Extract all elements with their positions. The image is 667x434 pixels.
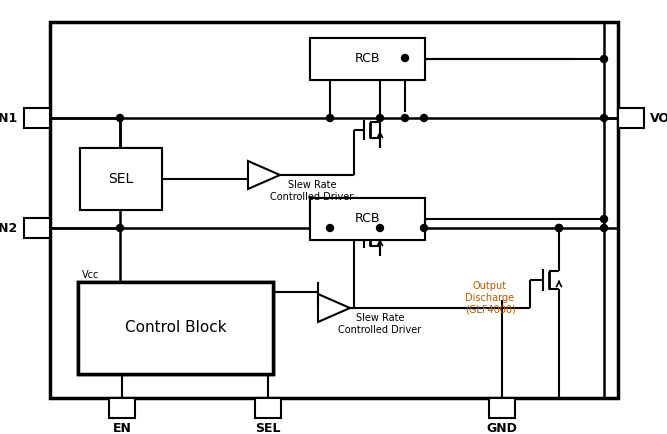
Bar xyxy=(255,398,281,418)
Text: Slew Rate: Slew Rate xyxy=(287,180,336,190)
Text: Vcc: Vcc xyxy=(82,270,99,280)
Text: Controlled Driver: Controlled Driver xyxy=(338,325,422,335)
Text: SEL: SEL xyxy=(255,421,281,434)
Circle shape xyxy=(556,224,562,231)
Circle shape xyxy=(327,115,334,122)
Text: VOUT: VOUT xyxy=(650,112,667,125)
Text: (GLF4000): (GLF4000) xyxy=(465,305,516,315)
Circle shape xyxy=(420,224,428,231)
Bar xyxy=(78,282,273,374)
Bar xyxy=(78,282,273,374)
Bar xyxy=(80,148,162,210)
Circle shape xyxy=(600,56,608,62)
Text: GND: GND xyxy=(486,421,518,434)
Text: Output: Output xyxy=(473,281,507,291)
Bar xyxy=(618,108,644,128)
Text: Control Block: Control Block xyxy=(125,320,226,335)
Circle shape xyxy=(402,55,408,62)
Circle shape xyxy=(600,224,608,231)
Bar xyxy=(489,398,515,418)
Circle shape xyxy=(420,115,428,122)
Text: VIN1: VIN1 xyxy=(0,112,18,125)
Circle shape xyxy=(556,224,562,231)
Bar xyxy=(310,38,425,80)
Bar xyxy=(50,22,618,398)
Circle shape xyxy=(117,115,123,122)
Bar xyxy=(80,148,162,210)
Circle shape xyxy=(600,115,608,122)
Text: Discharge: Discharge xyxy=(466,293,514,303)
Text: EN: EN xyxy=(113,421,131,434)
Circle shape xyxy=(600,216,608,223)
Text: Controlled Driver: Controlled Driver xyxy=(270,192,354,202)
Text: Slew Rate: Slew Rate xyxy=(356,313,404,323)
Bar xyxy=(24,218,50,238)
Text: RCB: RCB xyxy=(355,213,380,226)
Circle shape xyxy=(376,224,384,231)
Bar xyxy=(310,198,425,240)
Circle shape xyxy=(376,115,384,122)
Bar xyxy=(109,398,135,418)
Text: SEL: SEL xyxy=(108,172,133,186)
Text: VIN2: VIN2 xyxy=(0,221,18,234)
Circle shape xyxy=(402,115,408,122)
Bar xyxy=(310,198,425,240)
Bar xyxy=(310,38,425,80)
Text: RCB: RCB xyxy=(355,53,380,66)
Bar xyxy=(24,108,50,128)
Circle shape xyxy=(117,224,123,231)
Circle shape xyxy=(327,224,334,231)
